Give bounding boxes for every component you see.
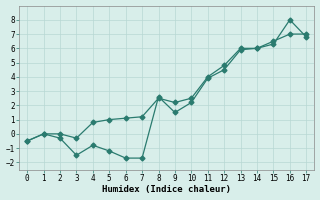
X-axis label: Humidex (Indice chaleur): Humidex (Indice chaleur): [102, 185, 231, 194]
